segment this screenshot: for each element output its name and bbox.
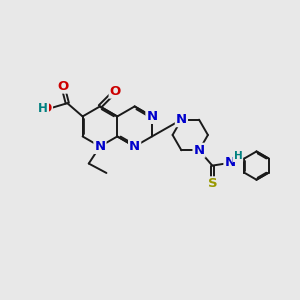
Text: N: N — [129, 140, 140, 153]
Text: O: O — [110, 85, 121, 98]
Text: N: N — [94, 140, 106, 153]
Text: N: N — [194, 144, 205, 157]
Text: N: N — [176, 113, 187, 126]
Text: H: H — [234, 151, 242, 161]
Text: S: S — [208, 177, 217, 190]
Text: N: N — [146, 110, 158, 123]
Text: N: N — [224, 156, 236, 169]
Text: O: O — [57, 80, 68, 93]
Text: O: O — [41, 102, 52, 115]
Text: H: H — [38, 102, 48, 115]
